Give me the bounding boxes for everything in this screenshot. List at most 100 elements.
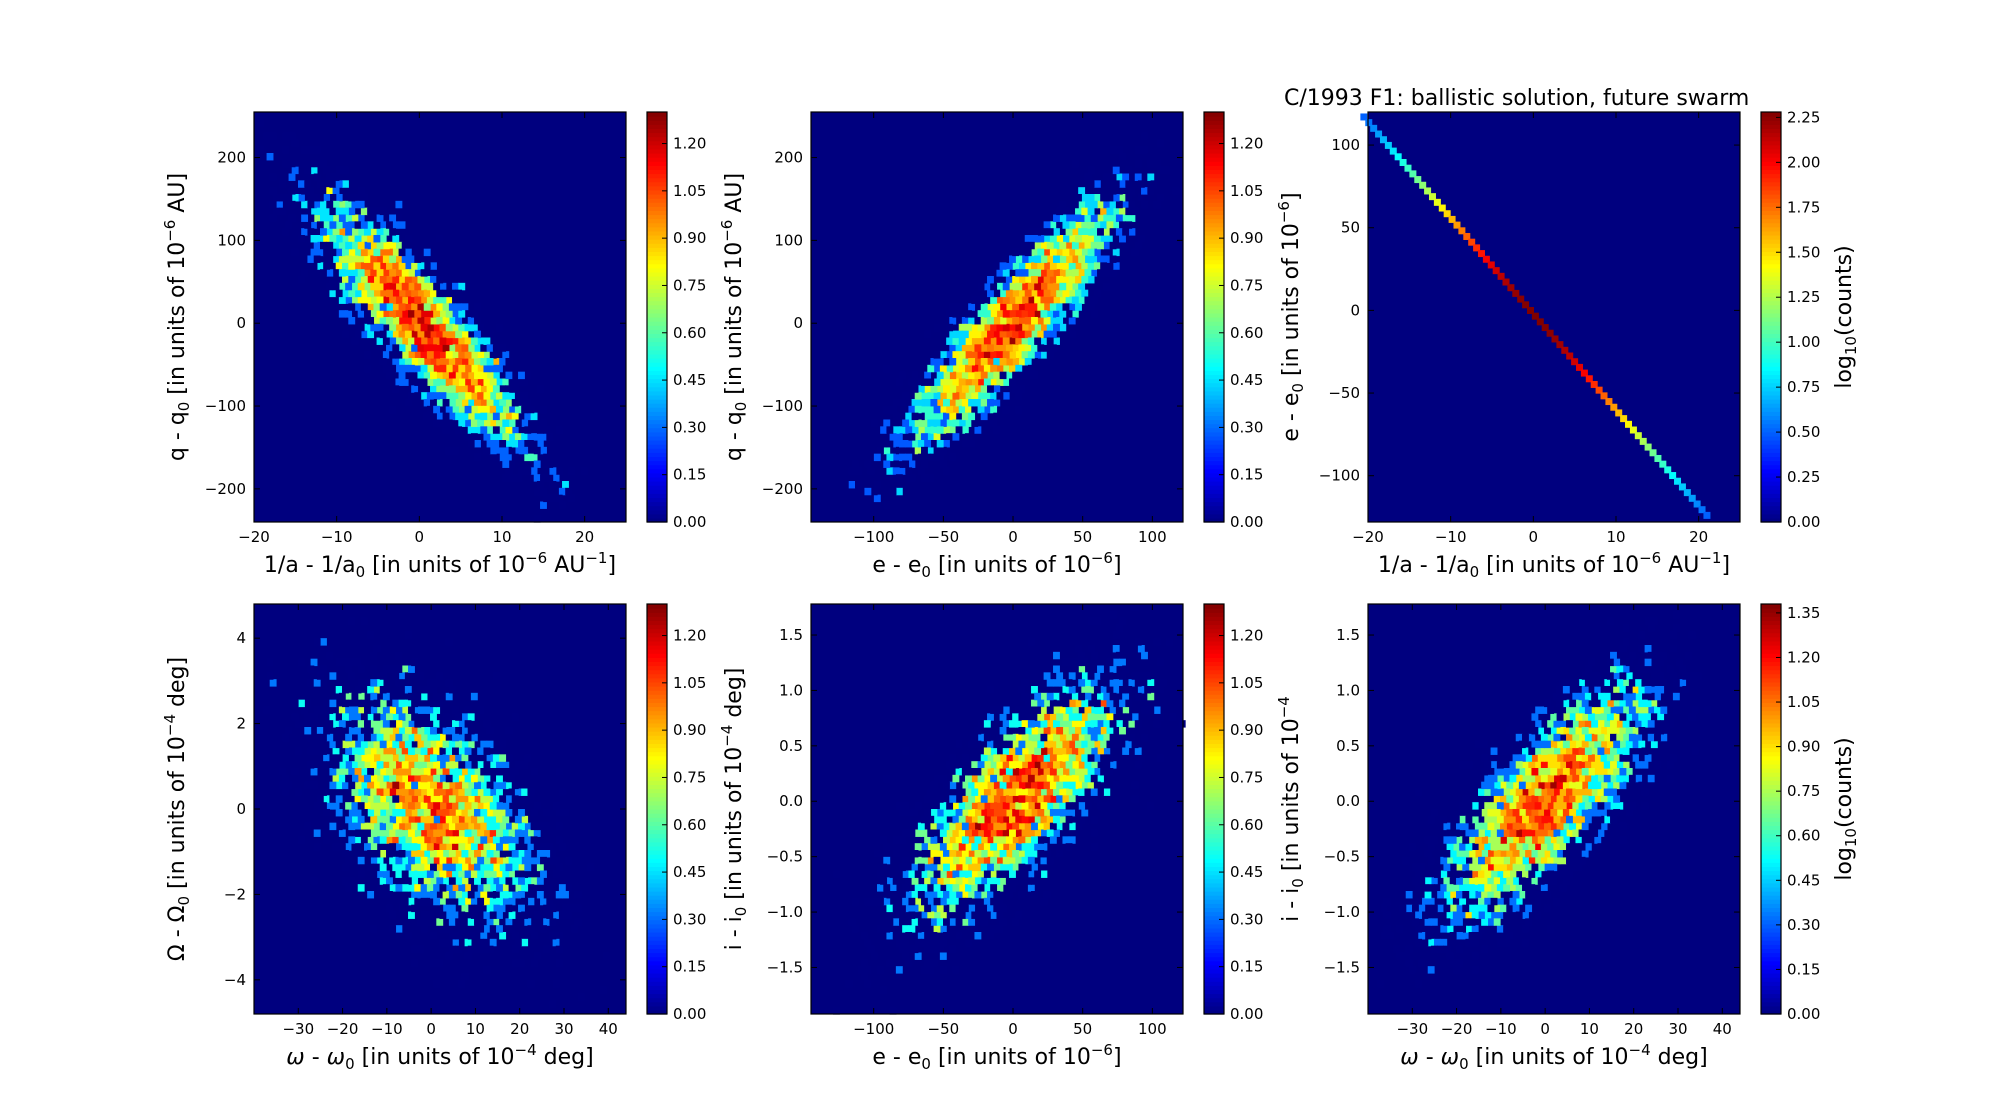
hexbin-cell (1009, 351, 1016, 359)
hexbin-cell (1043, 836, 1051, 844)
hexbin-cell (1575, 768, 1583, 776)
hexbin-cell (977, 884, 985, 892)
hexbin-cell (502, 419, 510, 427)
hexbin-cell (530, 768, 538, 776)
colorbar-segment (1761, 198, 1781, 203)
hexbin-cell (392, 809, 400, 817)
hexbin-cell (568, 467, 576, 475)
hexbin-cell (1031, 850, 1038, 858)
hexbin-cell (1566, 706, 1573, 714)
hexbin-cell (458, 856, 466, 865)
hexbin-cell (521, 788, 529, 796)
hexbin-cell (1515, 815, 1523, 824)
colorbar-segment (647, 337, 667, 343)
hexbin-cell (886, 904, 894, 913)
hexbin-cell (1547, 815, 1555, 824)
hexbin-cell (946, 761, 954, 769)
hexbin-cell (987, 276, 994, 284)
hexbin-cell (1512, 809, 1520, 817)
hexbin-cell (1040, 815, 1048, 824)
hexbin-cell (1078, 187, 1086, 195)
hexbin-cell (436, 795, 444, 803)
hexbin-cell (990, 815, 998, 824)
hexbin-cell (342, 754, 349, 762)
hexbin-cell (1456, 850, 1463, 858)
hexbin-cell (1081, 686, 1089, 694)
hexbin-cell (452, 392, 459, 400)
hexbin-cell (1009, 884, 1016, 892)
hexbin-cell (408, 255, 415, 263)
hexbin-cell (943, 781, 950, 790)
hexbin-cell (483, 938, 491, 947)
hexbin-cell (411, 713, 419, 721)
hexbin-cell (1572, 856, 1580, 865)
hexbin-cell (1635, 706, 1643, 714)
hexbin-cell (1594, 713, 1602, 721)
hexbin-cell (1031, 248, 1038, 257)
hexbin-cell (971, 870, 979, 878)
hexbin-cell (1484, 884, 1492, 892)
hexbin-cell (426, 720, 434, 728)
hexbin-cell (1625, 754, 1633, 762)
hexbin-cell (320, 761, 327, 769)
colorbar-segment (647, 161, 667, 166)
hexbin-cell (401, 378, 409, 386)
hexbin-cell (436, 289, 444, 298)
hexbin-cell (1075, 795, 1082, 803)
hexbin-cell (1075, 645, 1082, 653)
colorbar-segment (1204, 341, 1224, 347)
hexbin-cell (477, 884, 485, 892)
hexbin-cell (1065, 255, 1073, 263)
hexbin-cell (467, 399, 475, 407)
hexbin-cell (1424, 932, 1432, 940)
hexbin-cell (1012, 781, 1020, 790)
hexbin-cell (1056, 768, 1064, 776)
colorbar-segment (647, 608, 667, 613)
hexbin-cell (911, 891, 919, 899)
hexbin-cell (946, 843, 954, 851)
hexbin-cell (480, 891, 488, 899)
colorbar-segment (1204, 714, 1224, 720)
hexbin-cell (467, 809, 475, 817)
hexbin-cell (364, 282, 371, 291)
colorbar-segment (1761, 189, 1781, 195)
hexbin-cell (921, 829, 928, 837)
hexbin-cell (1056, 754, 1064, 762)
hexbin-cell (1009, 720, 1016, 728)
hexbin-cell (508, 856, 516, 865)
hexbin-cell (445, 897, 453, 906)
hexbin-cell (902, 392, 910, 400)
hexbin-cell (408, 897, 415, 906)
hexbin-cell (949, 330, 957, 339)
hexbin-cell (949, 863, 957, 872)
hexbin-cell (480, 344, 488, 352)
hexbin-cell (555, 768, 563, 776)
hexbin-cell (1031, 822, 1038, 831)
hexbin-cell (382, 351, 390, 359)
colorbar-segment (1204, 997, 1224, 1003)
colorbar-segment (647, 727, 667, 732)
hexbin-cell (1034, 870, 1042, 878)
hexbin-cell (452, 282, 459, 291)
hexbin-cell (376, 269, 384, 277)
hexbin-cell (467, 891, 475, 899)
hexbin-cell (442, 727, 450, 735)
hexbin-cell (930, 412, 938, 421)
hexbin-cell (404, 344, 412, 352)
hexbin-cell (458, 747, 466, 755)
hexbin-cell (354, 276, 362, 284)
hexbin-cell (1084, 228, 1092, 236)
hexbin-cell (552, 474, 560, 482)
hexbin-cell (1021, 761, 1029, 769)
hexbin-cell (943, 932, 950, 940)
hexbin-cell (448, 822, 456, 831)
hexbin-cell (502, 802, 510, 810)
hexbin-cell (1404, 164, 1412, 172)
hexbin-cell (480, 863, 488, 872)
hexbin-cell (483, 870, 491, 878)
hexbin-cell (939, 925, 947, 933)
hexbin-cell (408, 884, 415, 892)
hexbin-cell (955, 344, 963, 352)
hexbin-cell (461, 371, 469, 380)
hexbin-cell (408, 815, 415, 824)
